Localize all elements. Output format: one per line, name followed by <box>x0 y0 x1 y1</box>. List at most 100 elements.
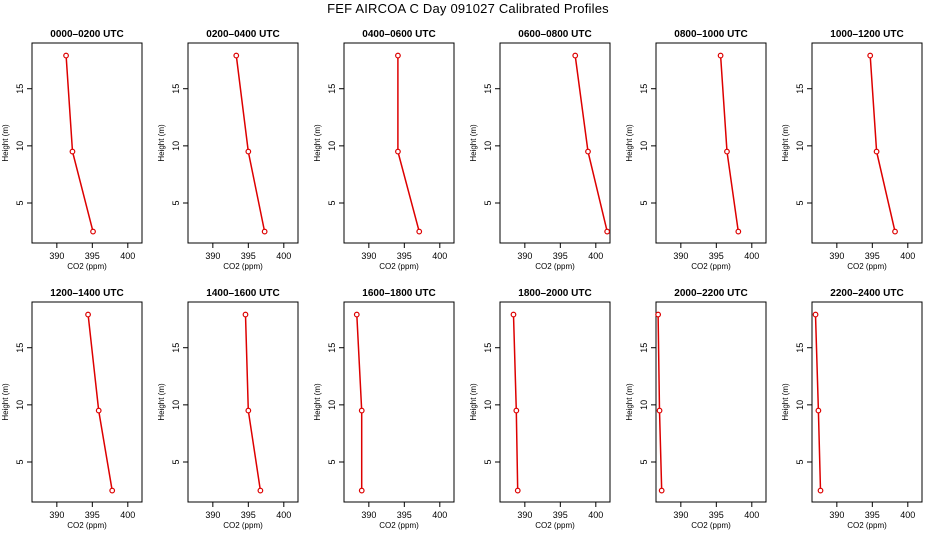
x-tick-label: 395 <box>241 251 256 261</box>
data-point <box>514 487 521 494</box>
x-axis-label: CO2 (ppm) <box>379 521 419 530</box>
data-point <box>717 52 724 59</box>
chart-panel: 0000–0200 UTC 390 395 400 5 10 15 CO2 (ppm) Heig… <box>1 29 143 271</box>
x-tick-label: 400 <box>588 510 603 520</box>
series-line <box>244 314 262 491</box>
x-axis-label: CO2 (ppm) <box>67 521 107 530</box>
plot-frame <box>187 42 299 244</box>
plot-frame <box>499 42 611 244</box>
plot-frame <box>499 301 611 503</box>
y-tick-label: 10 <box>171 400 181 410</box>
data-point <box>245 407 252 414</box>
data-point <box>233 52 240 59</box>
y-tick-label: 10 <box>327 141 337 151</box>
data-point <box>395 148 401 155</box>
x-tick-label: 395 <box>865 510 880 520</box>
x-axis-label: CO2 (ppm) <box>67 262 107 271</box>
plot-frame <box>655 42 767 244</box>
chart-panel: 0600–0800 UTC 390 395 400 5 10 15 CO2 (ppm) Heig… <box>469 29 611 271</box>
y-tick-label: 15 <box>327 84 337 94</box>
plot-frame <box>343 301 455 503</box>
y-tick-label: 15 <box>15 343 25 353</box>
panel-title: 1800–2000 UTC <box>518 288 591 299</box>
x-tick-label: 400 <box>120 251 135 261</box>
chart-panel: 0200–0400 UTC 390 395 400 5 10 15 CO2 (ppm) Heig… <box>157 29 299 271</box>
panel-title: 2000–2200 UTC <box>674 288 747 299</box>
x-tick-label: 395 <box>241 510 256 520</box>
x-axis-label: CO2 (ppm) <box>535 262 575 271</box>
data-point <box>95 407 102 414</box>
x-tick-label: 400 <box>432 251 447 261</box>
chart-panel: 0800–1000 UTC 390 395 400 5 10 15 CO2 (ppm) Heig… <box>625 29 767 271</box>
y-tick-label: 15 <box>639 343 649 353</box>
data-point <box>655 311 662 318</box>
y-tick-label: 15 <box>327 343 337 353</box>
y-axis-label: Height (m) <box>1 124 10 162</box>
data-point <box>724 148 730 155</box>
x-tick-label: 400 <box>744 251 759 261</box>
data-point <box>245 148 252 155</box>
data-point <box>358 487 365 494</box>
series-line <box>574 55 608 232</box>
data-point <box>812 311 819 318</box>
y-axis-label: Height (m) <box>625 383 634 421</box>
y-axis-label: Height (m) <box>313 383 322 421</box>
y-tick-label: 10 <box>483 400 493 410</box>
plot-frame <box>31 301 143 503</box>
x-tick-label: 400 <box>900 251 915 261</box>
chart-panel: 0400–0600 UTC 390 395 400 5 10 15 CO2 (ppm) Heig… <box>313 29 455 271</box>
data-point <box>658 487 665 494</box>
y-tick-label: 5 <box>639 459 649 464</box>
x-axis-label: CO2 (ppm) <box>847 521 887 530</box>
data-point <box>257 487 264 494</box>
y-axis-label: Height (m) <box>469 383 478 421</box>
data-point <box>358 407 365 414</box>
panel-title: 1600–1800 UTC <box>362 288 435 299</box>
figure-title: FEF AIRCOA C Day 091027 Calibrated Profi… <box>327 1 609 16</box>
chart-panel: 2200–2400 UTC 390 395 400 5 10 15 CO2 (ppm) Heig… <box>781 288 923 530</box>
y-tick-label: 5 <box>171 459 181 464</box>
x-tick-label: 390 <box>829 510 844 520</box>
y-tick-label: 10 <box>795 400 805 410</box>
y-tick-label: 10 <box>639 141 649 151</box>
panel-title: 1400–1600 UTC <box>206 288 279 299</box>
series-line <box>87 314 113 491</box>
series-line <box>235 55 266 232</box>
panel-title: 0800–1000 UTC <box>674 29 747 40</box>
x-tick-label: 390 <box>361 510 376 520</box>
y-axis-label: Height (m) <box>781 124 790 162</box>
x-tick-label: 400 <box>120 510 135 520</box>
plot-frame <box>343 42 455 244</box>
y-tick-label: 5 <box>483 459 493 464</box>
panel-title: 0400–0600 UTC <box>362 29 435 40</box>
chart-panel: 2000–2200 UTC 390 395 400 5 10 15 CO2 (ppm) Heig… <box>625 288 767 530</box>
x-tick-label: 390 <box>361 251 376 261</box>
x-tick-label: 395 <box>397 510 412 520</box>
x-axis-label: CO2 (ppm) <box>847 262 887 271</box>
plot-frame <box>811 42 923 244</box>
panel-title: 0600–0800 UTC <box>518 29 591 40</box>
y-tick-label: 10 <box>171 141 181 151</box>
x-tick-label: 390 <box>49 510 64 520</box>
x-axis-label: CO2 (ppm) <box>223 262 263 271</box>
y-axis-label: Height (m) <box>781 383 790 421</box>
y-axis-label: Height (m) <box>1 383 10 421</box>
x-tick-label: 400 <box>432 510 447 520</box>
x-tick-label: 390 <box>517 251 532 261</box>
y-tick-label: 5 <box>15 200 25 205</box>
plot-frame <box>655 301 767 503</box>
x-axis-label: CO2 (ppm) <box>691 262 731 271</box>
y-tick-label: 15 <box>15 84 25 94</box>
panel-title: 1200–1400 UTC <box>50 288 123 299</box>
x-tick-label: 390 <box>673 510 688 520</box>
plot-frame <box>187 301 299 503</box>
y-tick-label: 5 <box>171 200 181 205</box>
y-tick-label: 5 <box>15 459 25 464</box>
data-point <box>817 487 824 494</box>
chart-panel: 1000–1200 UTC 390 395 400 5 10 15 CO2 (ppm) Heig… <box>781 29 923 271</box>
data-point <box>510 311 517 318</box>
data-point <box>867 52 874 59</box>
series-line <box>869 55 896 232</box>
series-line <box>512 314 519 491</box>
panel-title: 0000–0200 UTC <box>50 29 123 40</box>
